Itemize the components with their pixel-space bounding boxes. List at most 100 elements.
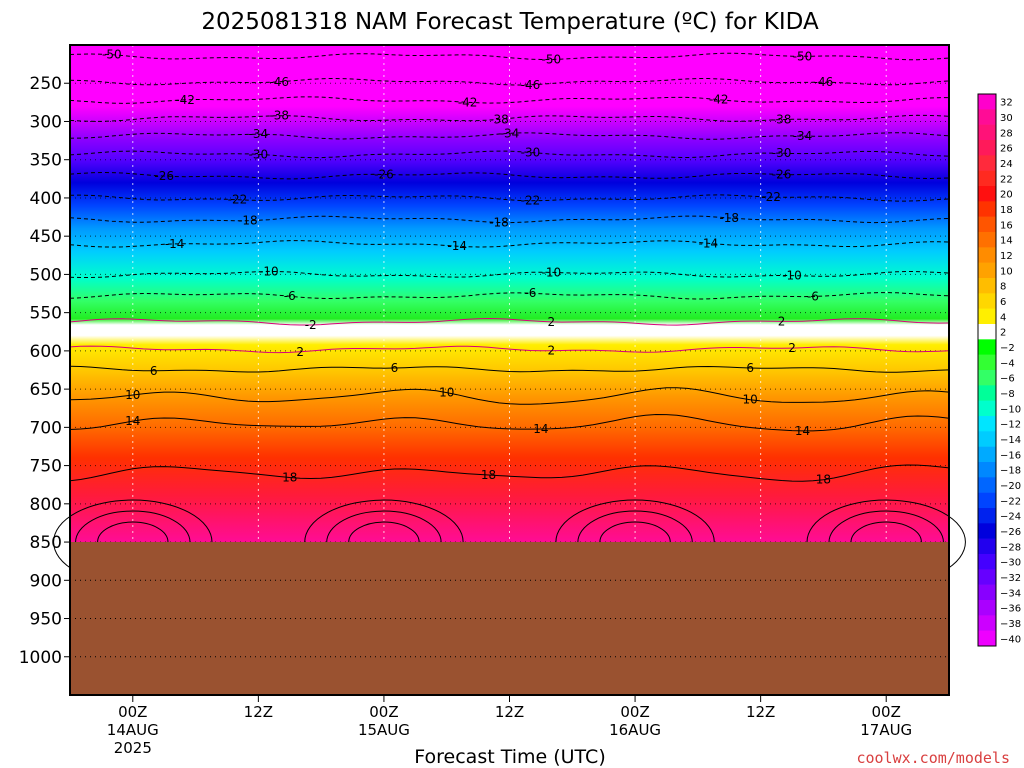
x-tick-label: 00Z xyxy=(872,703,901,721)
isotherm-label: 10 xyxy=(439,386,454,400)
colorbar-swatch xyxy=(978,416,996,432)
isotherm-label: -14 xyxy=(699,236,719,250)
ground-cover xyxy=(70,542,949,695)
isotherm-label: -50 xyxy=(102,48,122,62)
colorbar-swatch xyxy=(978,584,996,601)
y-tick-label: 350 xyxy=(30,151,62,171)
isotherm-label: 18 xyxy=(282,471,297,485)
colorbar-swatch xyxy=(978,186,996,202)
colorbar-swatch xyxy=(978,600,996,616)
isotherm-label: 18 xyxy=(816,473,831,487)
x-tick-date: 17AUG xyxy=(860,721,912,739)
isotherm-label: -10 xyxy=(542,265,562,279)
colorbar-label: 22 xyxy=(1000,174,1013,185)
colorbar-swatch xyxy=(978,247,996,263)
colorbar-swatch xyxy=(978,124,996,141)
isotherm-label: -50 xyxy=(542,52,562,66)
credit-text: coolwx.com/models xyxy=(856,749,1010,767)
isotherm-label: -18 xyxy=(238,214,258,228)
colorbar-label: −30 xyxy=(1000,558,1021,569)
y-tick-label: 650 xyxy=(30,380,62,400)
colorbar-label: −14 xyxy=(1000,435,1021,446)
isotherm-label: 14 xyxy=(125,414,140,428)
colorbar-swatch xyxy=(978,324,996,340)
x-tick-date: 16AUG xyxy=(609,721,661,739)
colorbar-label: 30 xyxy=(1000,113,1013,124)
isotherm-label: -26 xyxy=(772,167,792,181)
colorbar-swatch xyxy=(978,385,996,401)
isotherm-label: -34 xyxy=(500,126,520,140)
chart-title: 2025081318 NAM Forecast Temperature (ºC)… xyxy=(201,9,819,35)
colorbar-swatch xyxy=(978,308,996,325)
isotherm-label: -10 xyxy=(259,264,279,278)
y-tick-label: 700 xyxy=(30,418,62,438)
isotherm-label: -10 xyxy=(782,269,802,283)
isotherm-label: 2 xyxy=(788,341,796,355)
colorbar-label: −20 xyxy=(1000,481,1021,492)
isotherm-label: -42 xyxy=(458,95,478,109)
colorbar-label: −36 xyxy=(1000,604,1021,615)
colorbar-label: 20 xyxy=(1000,190,1013,201)
colorbar-label: −28 xyxy=(1000,542,1021,553)
x-tick-label: 12Z xyxy=(244,703,273,721)
colorbar-swatch xyxy=(978,462,996,478)
colorbar-swatch xyxy=(978,140,996,156)
isotherm-label: -30 xyxy=(772,146,792,160)
colorbar-label: 8 xyxy=(1000,282,1006,293)
colorbar-swatch xyxy=(978,446,996,463)
isotherm-label: -38 xyxy=(772,113,792,127)
isotherm-label: -18 xyxy=(719,211,739,225)
isotherm-label: -46 xyxy=(521,78,541,92)
isotherm-label: -14 xyxy=(447,239,467,253)
isotherm-label: -6 xyxy=(284,289,296,303)
isotherm-label: 6 xyxy=(391,361,399,375)
x-tick-date: 14AUG xyxy=(107,721,159,739)
colorbar-swatch xyxy=(978,569,996,585)
colorbar-swatch xyxy=(978,155,996,171)
colorbar-label: 14 xyxy=(1000,236,1013,247)
x-tick-label: 00Z xyxy=(118,703,147,721)
y-tick-label: 900 xyxy=(30,571,62,591)
colorbar-label: −4 xyxy=(1000,358,1015,369)
colorbar-swatch xyxy=(978,339,996,355)
colorbar-swatch xyxy=(978,278,996,294)
colorbar-label: −34 xyxy=(1000,588,1021,599)
isotherm-label: -46 xyxy=(814,75,834,89)
isotherm-line xyxy=(69,345,950,354)
x-tick-date: 15AUG xyxy=(358,721,410,739)
isotherm-label: -26 xyxy=(154,169,174,183)
isotherm-label: 2 xyxy=(548,315,556,329)
y-tick-label: 850 xyxy=(30,533,62,553)
colorbar-swatch xyxy=(978,538,996,555)
colorbar-swatch xyxy=(978,216,996,233)
colorbar-label: −24 xyxy=(1000,512,1021,523)
isotherm-label: -38 xyxy=(489,112,509,126)
colorbar-label: −10 xyxy=(1000,404,1021,415)
colorbar-swatch xyxy=(978,615,996,631)
isotherm-label: -14 xyxy=(165,237,185,251)
colorbar-label: −6 xyxy=(1000,374,1015,385)
isotherm-label: 14 xyxy=(533,422,548,436)
y-tick-label: 550 xyxy=(30,304,62,324)
colorbar-swatch xyxy=(978,400,996,417)
y-tick-label: 500 xyxy=(30,265,62,285)
isotherm-label: 2 xyxy=(296,345,304,359)
colorbar-label: 6 xyxy=(1000,297,1006,308)
colorbar-label: 12 xyxy=(1000,251,1013,262)
x-tick-label: 00Z xyxy=(369,703,398,721)
isotherm-label: 10 xyxy=(125,388,140,402)
isotherm-label: -22 xyxy=(761,190,781,204)
colorbar-swatch xyxy=(978,94,996,110)
y-tick-label: 300 xyxy=(30,112,62,132)
colorbar-swatch xyxy=(978,170,996,187)
isotherm-label: -6 xyxy=(807,289,819,303)
isotherm-label: 6 xyxy=(746,361,754,375)
colorbar-label: −18 xyxy=(1000,466,1021,477)
surface-warm-cores xyxy=(53,499,966,695)
isotherm-label: -22 xyxy=(228,193,248,207)
colorbar-swatch xyxy=(978,293,996,309)
colorbar-swatch xyxy=(978,508,996,524)
isotherm-label: -30 xyxy=(249,147,269,161)
colorbar-label: 10 xyxy=(1000,266,1013,277)
